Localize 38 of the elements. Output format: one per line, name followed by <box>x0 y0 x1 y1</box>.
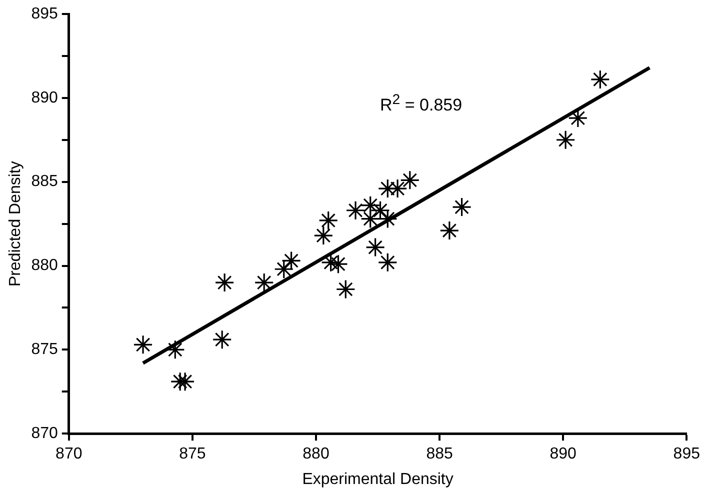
x-tick-label: 880 <box>302 446 330 463</box>
point <box>440 220 460 240</box>
point <box>452 197 472 217</box>
point <box>388 178 408 198</box>
point <box>281 250 302 271</box>
y-tick-label: 895 <box>31 5 58 22</box>
point <box>212 330 232 350</box>
point <box>378 208 398 229</box>
point <box>336 279 356 300</box>
point <box>328 254 348 274</box>
x-tick-label: 875 <box>179 446 206 463</box>
y-tick-label: 880 <box>31 257 58 274</box>
y-tick-label: 890 <box>31 89 58 106</box>
x-tick-label: 890 <box>550 446 577 463</box>
x-tick-label: 895 <box>673 446 700 463</box>
x-tick-label: 870 <box>56 446 82 463</box>
x-axis-title: Experimental Density <box>302 470 454 488</box>
point <box>170 372 190 392</box>
point <box>556 130 576 150</box>
y-tick-label: 875 <box>31 341 58 358</box>
y-axis-title: Predicted Density <box>7 161 24 286</box>
point <box>400 170 420 190</box>
point <box>133 334 153 354</box>
y-tick-label: 885 <box>31 173 58 190</box>
point <box>314 226 334 246</box>
point <box>346 200 366 220</box>
point <box>360 208 380 229</box>
point <box>378 178 398 198</box>
y-tick-label: 870 <box>31 425 58 442</box>
annotation: R$^{2}$ = 0.859 <box>380 92 462 116</box>
point <box>378 252 398 272</box>
x-tick-label: 885 <box>426 446 453 463</box>
point <box>175 372 195 392</box>
point <box>590 70 610 90</box>
point <box>366 238 386 258</box>
point <box>254 272 274 292</box>
point <box>318 210 338 230</box>
point <box>214 272 234 292</box>
